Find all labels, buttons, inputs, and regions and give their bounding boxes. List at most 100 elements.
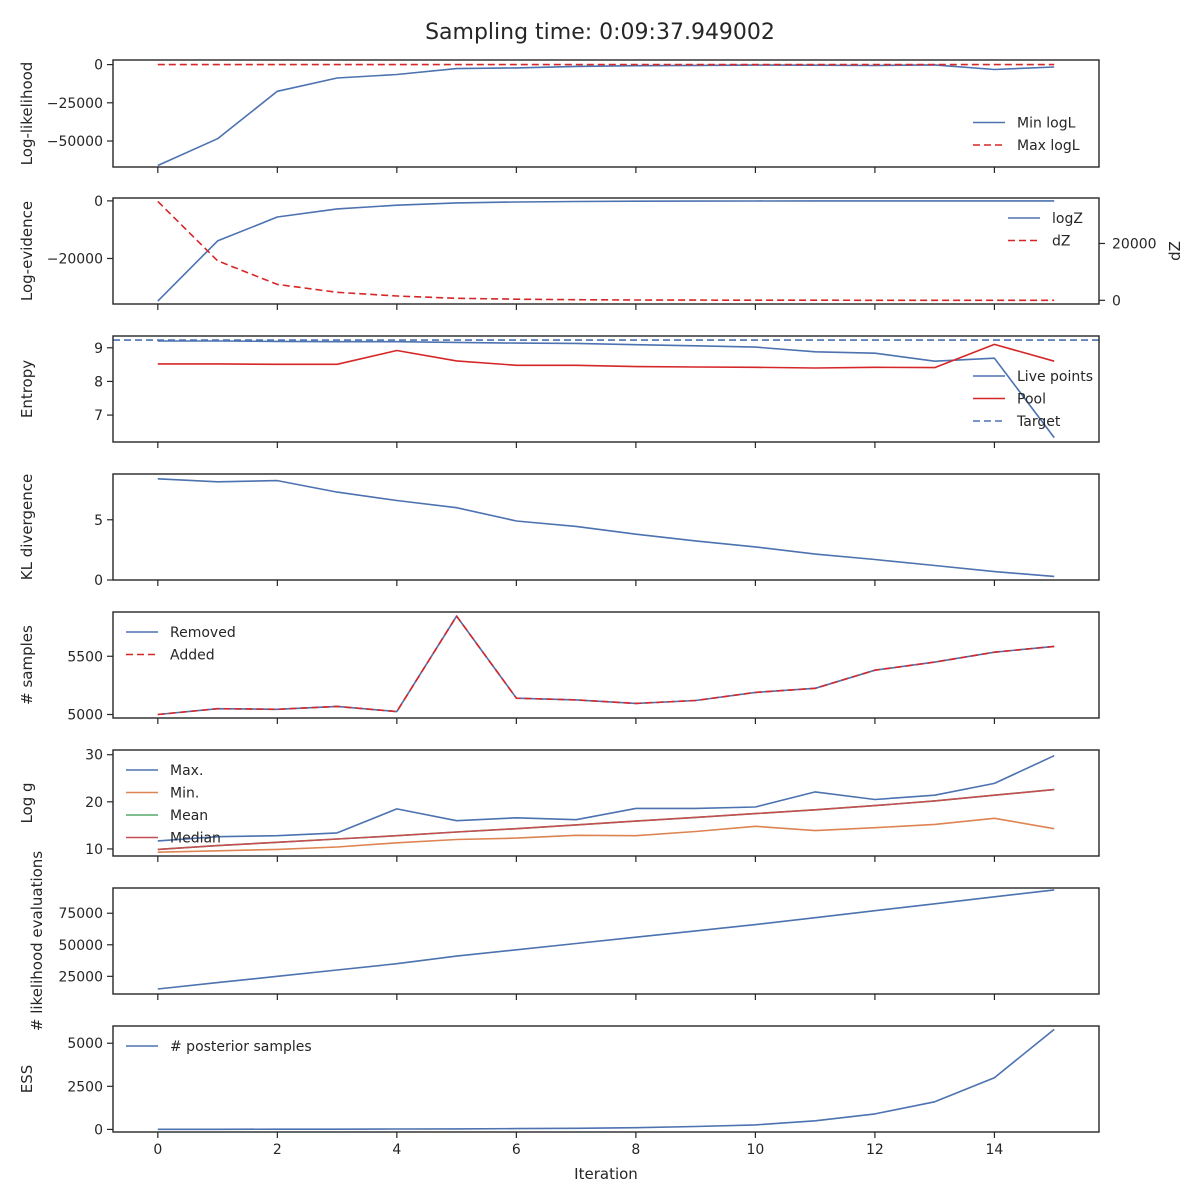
series-line [157,615,1055,716]
legend-label: # posterior samples [170,1039,312,1055]
legend-label: Pool [1017,392,1046,408]
axes-frame [112,335,1100,443]
panel-2: 0 −20000 Log-evidence 0 20000 dZ logZ dZ [18,194,1184,310]
y-tick-label: 25000 [58,969,103,985]
panel-3: 7 8 9 Entropy Live points Pool Target [18,335,1100,448]
legend: Removed Added [126,625,236,664]
series-group [157,889,1055,990]
legend-label: Min. [170,786,199,802]
series-group [157,200,1055,302]
series-line [157,1028,1055,1131]
x-tick-label: 12 [866,1142,884,1158]
y-axis-label: # samples [18,625,36,705]
axes-frame [112,473,1100,581]
series-line [157,788,1055,851]
y-tick-label: −20000 [47,251,103,267]
series-line [157,754,1055,842]
y-tick-label: 9 [94,341,103,357]
legend-label: Max. [170,763,203,779]
series-group [157,478,1055,578]
series-group [113,339,1099,439]
x-axis-label: Iteration [574,1165,638,1183]
panel-1: 0 −25000 −50000 Log-likelihood Min logL Max l… [18,58,1100,173]
y-axis-label: Log g [18,782,36,823]
x-tick-label: 8 [631,1142,640,1158]
series-group [157,615,1055,716]
y-axis-label: ESS [18,1065,36,1094]
figure-title: Sampling time: 0:09:37.949002 [425,20,775,45]
x-tick-label: 0 [153,1142,162,1158]
y-axis-label: Entropy [18,360,36,418]
y-tick-label: 8 [94,374,103,390]
y-tick-label: 5000 [67,708,103,724]
axes-frame [112,749,1100,857]
legend-label: Live points [1017,369,1093,385]
legend-label: Target [1016,414,1061,430]
axes-frame [112,1025,1100,1133]
legend-label: dZ [1052,234,1070,250]
y-tick-label: 75000 [58,906,103,922]
legend-label: Max logL [1017,138,1080,154]
series-line [157,200,1055,302]
y-axis-label: Log-likelihood [18,62,36,166]
legend: Live points Pool Target [973,369,1093,430]
y-axis-label: KL divergence [18,474,36,580]
y-tick-label: 0 [94,573,103,589]
y-axis-label: Log-evidence [18,201,36,301]
legend-label: Median [170,831,221,847]
y2-axis-label: dZ [1166,241,1184,261]
y-tick-label: 5 [94,513,103,529]
legend: Min logL Max logL [973,116,1080,154]
x-tick-label: 6 [512,1142,521,1158]
axes-frame [112,887,1100,995]
y-tick-label: 10 [85,842,103,858]
y-tick-label: 50000 [58,938,103,954]
series-line [157,788,1055,851]
legend: Max. Min. Mean Median [126,763,221,847]
y-tick-label: −50000 [47,134,103,150]
y-tick-label: 0 [94,58,103,74]
x-tick-label: 10 [746,1142,764,1158]
series-line [157,64,1055,167]
y-tick-label: 5500 [67,649,103,665]
panel-7: 25000 50000 75000 # likelihood evaluations [28,851,1100,1031]
series-line [157,340,1055,439]
panel-5: 5000 5500 # samples Removed Added [18,611,1100,724]
axes-frame [112,59,1100,168]
axes-frame [112,197,1100,305]
y-tick-label: 5000 [67,1036,103,1052]
axes-frame [112,611,1100,719]
y2-tick-label: 0 [1112,293,1121,309]
legend-label: logZ [1052,211,1083,227]
panel-8: 0 2500 5000 0 2 4 6 8 10 12 14 ESS # posterior sampl… [18,1025,1100,1158]
series-line [157,615,1055,716]
y-tick-label: 7 [94,408,103,424]
series-line [157,817,1055,853]
legend-label: Min logL [1017,116,1076,132]
legend: logZ dZ [1008,211,1083,250]
legend-label: Added [170,648,215,664]
panel-4: 0 5 KL divergence [18,473,1100,589]
x-tick-label: 4 [392,1142,401,1158]
series-line [157,889,1055,990]
y-axis-label: # likelihood evaluations [28,851,46,1031]
y-tick-label: 0 [94,194,103,210]
panel-6: 10 20 30 Log g Max. Min. Mean Median [18,748,1100,862]
y-tick-label: 20 [85,795,103,811]
series-line [157,200,1055,302]
legend-label: Mean [170,808,208,824]
y-tick-label: −25000 [47,96,103,112]
series-group [157,754,1055,853]
legend-label: Removed [170,625,236,641]
x-tick-label: 2 [273,1142,282,1158]
series-line [157,343,1055,369]
series-group [157,1028,1055,1131]
y-tick-label: 2500 [67,1079,103,1095]
y-tick-label: 0 [94,1122,103,1138]
x-tick-label: 14 [986,1142,1004,1158]
legend: # posterior samples [126,1039,312,1055]
y-tick-label: 30 [85,748,103,764]
series-line [157,478,1055,578]
y2-tick-label: 20000 [1112,236,1157,252]
